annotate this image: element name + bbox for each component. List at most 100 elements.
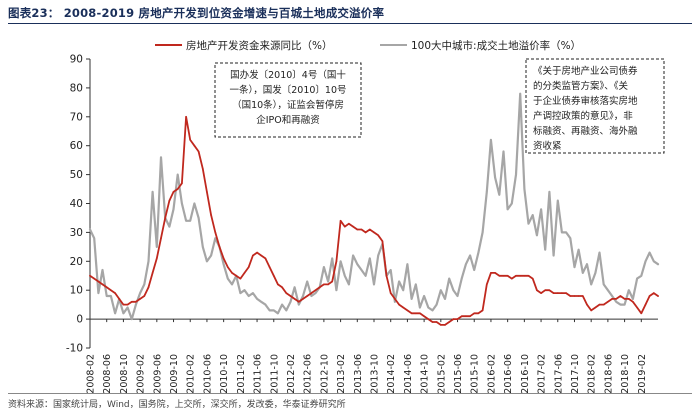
data-point	[561, 231, 563, 234]
y-tick-label: -10	[66, 343, 83, 355]
data-point	[486, 191, 488, 193]
data-point	[147, 286, 150, 289]
data-point	[218, 246, 221, 248]
data-point	[306, 280, 309, 283]
data-point	[348, 283, 350, 286]
data-point	[653, 260, 655, 263]
data-point	[264, 257, 267, 260]
data-point	[444, 298, 446, 300]
data-point	[344, 275, 346, 277]
data-point	[260, 254, 263, 257]
annotation-line: 《关于房地产业公司债券	[533, 65, 638, 77]
data-point	[623, 303, 626, 306]
data-point	[648, 295, 651, 297]
data-point	[602, 283, 605, 286]
data-point	[498, 275, 501, 277]
y-tick-label: 50	[70, 169, 83, 181]
data-point	[398, 303, 400, 306]
annotation-line: 于企业债券审核落实房地	[533, 95, 638, 107]
data-point	[377, 234, 380, 237]
y-tick-label: 80	[70, 82, 83, 94]
data-point	[582, 295, 584, 297]
data-point	[348, 222, 350, 225]
data-point	[419, 312, 421, 315]
data-point	[110, 295, 112, 297]
data-point	[227, 266, 229, 268]
data-point	[452, 289, 455, 292]
data-point	[135, 301, 137, 303]
annotation-line: 产调控政策的意见》，非	[533, 110, 633, 122]
data-point	[423, 315, 425, 318]
data-point	[176, 188, 179, 190]
data-point	[423, 295, 425, 297]
data-point	[531, 214, 534, 216]
x-tick-label: 2018-10	[620, 354, 631, 394]
data-point	[310, 292, 313, 294]
data-point	[202, 246, 204, 248]
data-point	[552, 254, 555, 257]
data-point	[139, 292, 141, 294]
data-point	[573, 266, 576, 268]
data-point	[89, 228, 91, 231]
x-tick-label: 2013-02	[336, 354, 347, 394]
data-point	[168, 199, 171, 202]
data-point	[481, 309, 484, 312]
x-tick-label: 2017-10	[570, 354, 581, 394]
y-tick-label: 10	[70, 285, 83, 297]
data-point	[527, 222, 530, 225]
x-tick-label: 2008-10	[119, 354, 130, 394]
data-point	[628, 298, 630, 300]
data-point	[440, 324, 442, 326]
data-point	[126, 306, 129, 309]
x-tick-label: 2012-06	[303, 354, 314, 394]
data-point	[394, 298, 396, 300]
data-point	[377, 254, 380, 257]
data-point	[448, 321, 451, 323]
data-point	[356, 263, 359, 265]
data-point	[494, 272, 496, 274]
x-tick-label: 2012-10	[319, 354, 330, 394]
data-point	[293, 298, 296, 300]
data-point	[636, 277, 638, 280]
data-point	[615, 301, 617, 303]
data-point	[648, 251, 651, 254]
data-point	[385, 275, 388, 277]
data-point	[536, 234, 538, 237]
data-point	[473, 269, 476, 271]
data-point	[444, 324, 446, 326]
data-point	[469, 254, 471, 257]
data-point	[331, 257, 334, 260]
x-tick-label: 2018-02	[587, 354, 598, 394]
data-point	[469, 315, 471, 318]
data-point	[531, 277, 534, 280]
source-note: 资料来源：国家统计局，Wind，国务院，上交所，深交所，发改委，华泰证券研究所	[8, 400, 346, 410]
data-point	[131, 301, 133, 303]
data-point	[268, 266, 271, 268]
data-point	[118, 298, 120, 300]
data-point	[101, 269, 104, 271]
data-point	[565, 292, 567, 294]
data-point	[122, 303, 125, 306]
data-point	[607, 289, 609, 292]
data-point	[189, 220, 191, 222]
data-point	[586, 303, 588, 306]
x-tick-label: 2017-06	[553, 354, 564, 394]
data-point	[172, 208, 175, 211]
data-point	[181, 182, 183, 185]
data-point	[598, 251, 601, 254]
data-point	[256, 298, 258, 300]
data-point	[360, 269, 363, 271]
data-point	[197, 217, 200, 219]
data-point	[310, 295, 313, 297]
data-point	[298, 303, 300, 306]
figure-title: 图表23： 2008-2019 房地产开发到位资金增速与百城土地成交溢价率	[8, 6, 385, 20]
data-point	[502, 150, 505, 153]
data-point	[598, 303, 601, 306]
data-point	[644, 260, 647, 263]
data-point	[143, 283, 146, 286]
legend-label: 房地产开发资金来源同比（%）	[186, 39, 332, 52]
data-point	[632, 298, 634, 300]
data-point	[239, 277, 242, 280]
